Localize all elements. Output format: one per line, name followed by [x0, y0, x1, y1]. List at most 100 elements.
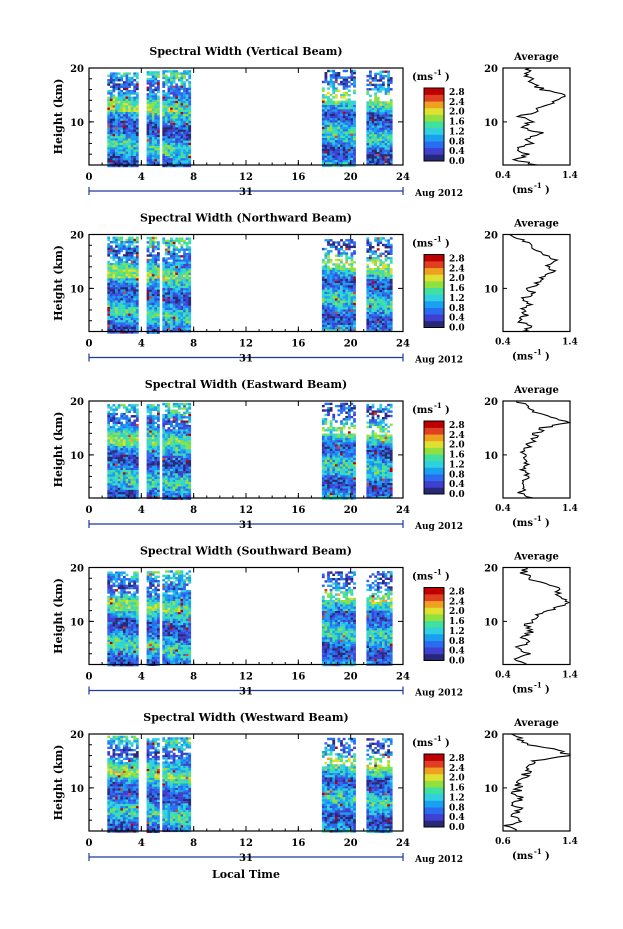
- heatmap-cell: [170, 279, 173, 282]
- heatmap-cell: [185, 416, 189, 419]
- heatmap-cell: [342, 113, 346, 117]
- heatmap-cell: [151, 97, 155, 100]
- heatmap-cell: [188, 85, 192, 88]
- heatmap-cell: [154, 485, 158, 488]
- heatmap-cell: [149, 241, 152, 244]
- heatmap-cell: [188, 138, 192, 141]
- heatmap-cell: [347, 309, 351, 312]
- heatmap-cell: [112, 293, 116, 297]
- heatmap-cell: [170, 321, 173, 324]
- heatmap-cell: [180, 303, 184, 306]
- heatmap-cell: [188, 305, 192, 309]
- heatmap-cell: [342, 78, 346, 81]
- heatmap-cell: [170, 156, 173, 159]
- heatmap-cell: [188, 101, 192, 104]
- heatmap-cell: [157, 130, 160, 133]
- heatmap-cell: [120, 76, 124, 80]
- heatmap-cell: [125, 287, 129, 290]
- heatmap-cell: [324, 153, 328, 156]
- heatmap-cell: [387, 92, 390, 95]
- heatmap-cell: [115, 315, 118, 319]
- heatmap-cell: [177, 307, 181, 311]
- heatmap-cell: [115, 406, 118, 409]
- heatmap-cell: [125, 313, 129, 316]
- heatmap-cell: [389, 312, 393, 315]
- heatmap-cell: [167, 325, 171, 328]
- heatmap-cell: [107, 410, 111, 414]
- heatmap-cell: [115, 445, 118, 449]
- heatmap-cell: [117, 434, 121, 438]
- heatmap-cell: [334, 151, 338, 154]
- heatmap-cell: [324, 276, 328, 279]
- heatmap-cell: [327, 329, 330, 332]
- heatmap-cell: [337, 318, 341, 321]
- heatmap-cell: [175, 116, 179, 119]
- heatmap-cell: [149, 278, 152, 281]
- x-tick-label: 12: [239, 339, 253, 350]
- heatmap-cell: [117, 101, 121, 104]
- heatmap-cell: [109, 465, 113, 469]
- heatmap-cell: [157, 99, 160, 103]
- heatmap-cell: [135, 448, 139, 451]
- heatmap-cell: [321, 318, 325, 321]
- heatmap-cell: [146, 327, 150, 330]
- heatmap-cell: [112, 151, 116, 154]
- heatmap-cell: [135, 470, 139, 473]
- heatmap-cell: [154, 157, 158, 160]
- heatmap-cell: [154, 474, 158, 477]
- heatmap-cell: [146, 470, 150, 473]
- colorbar-tick-label: 0.4: [449, 147, 465, 157]
- heatmap-cell: [157, 102, 160, 105]
- heatmap-cell: [167, 101, 171, 104]
- heatmap-cell: [151, 472, 155, 475]
- heatmap-cell: [122, 241, 126, 244]
- heatmap-cell: [170, 422, 173, 426]
- heatmap-cell: [125, 430, 129, 433]
- heatmap-cell: [177, 263, 181, 267]
- heatmap-cell: [324, 146, 328, 150]
- colorbar-unit: (ms: [412, 72, 433, 83]
- heatmap-cell: [154, 439, 158, 442]
- heatmap-cell: [133, 164, 137, 168]
- heatmap-cell: [389, 274, 393, 277]
- heatmap-cell: [157, 406, 160, 409]
- heatmap-cell: [337, 287, 341, 290]
- heatmap-cell: [107, 437, 111, 440]
- heatmap-cell: [374, 125, 377, 128]
- heatmap-cell: [115, 271, 118, 275]
- heatmap-cell: [183, 270, 186, 273]
- heatmap-cell: [177, 250, 181, 254]
- heatmap-cell: [371, 305, 375, 308]
- heatmap-cell: [329, 285, 333, 288]
- heatmap-cell: [382, 101, 385, 104]
- heatmap-cell: [117, 90, 121, 93]
- heatmap-cell: [130, 151, 134, 154]
- heatmap-cell: [332, 107, 336, 110]
- heatmap-cell: [366, 74, 370, 78]
- heatmap-cell: [107, 107, 111, 110]
- heatmap-cell: [366, 298, 370, 302]
- heatmap-cell: [170, 312, 173, 315]
- heatmap-cell: [321, 265, 325, 268]
- heatmap-cell: [374, 312, 377, 315]
- heatmap-cell: [109, 114, 113, 117]
- heatmap-cell: [340, 265, 343, 268]
- heatmap-cell: [371, 88, 375, 91]
- heatmap-cell: [120, 492, 124, 495]
- heatmap-cell: [342, 100, 346, 103]
- heatmap-cell: [374, 151, 377, 155]
- heatmap-cell: [366, 276, 370, 280]
- heatmap-cell: [332, 113, 336, 117]
- heatmap-cell: [185, 427, 189, 430]
- heatmap-cell: [327, 274, 330, 277]
- x-tick-label: 4: [138, 172, 145, 183]
- heatmap-cell: [379, 107, 383, 111]
- heatmap-cell: [183, 325, 186, 328]
- heatmap-cell: [146, 309, 150, 312]
- heatmap-cell: [122, 417, 126, 420]
- heatmap-cell: [146, 77, 150, 81]
- heatmap-cell: [340, 133, 343, 136]
- heatmap-cell: [117, 238, 121, 242]
- heatmap-cell: [183, 125, 186, 128]
- heatmap-cell: [115, 313, 118, 316]
